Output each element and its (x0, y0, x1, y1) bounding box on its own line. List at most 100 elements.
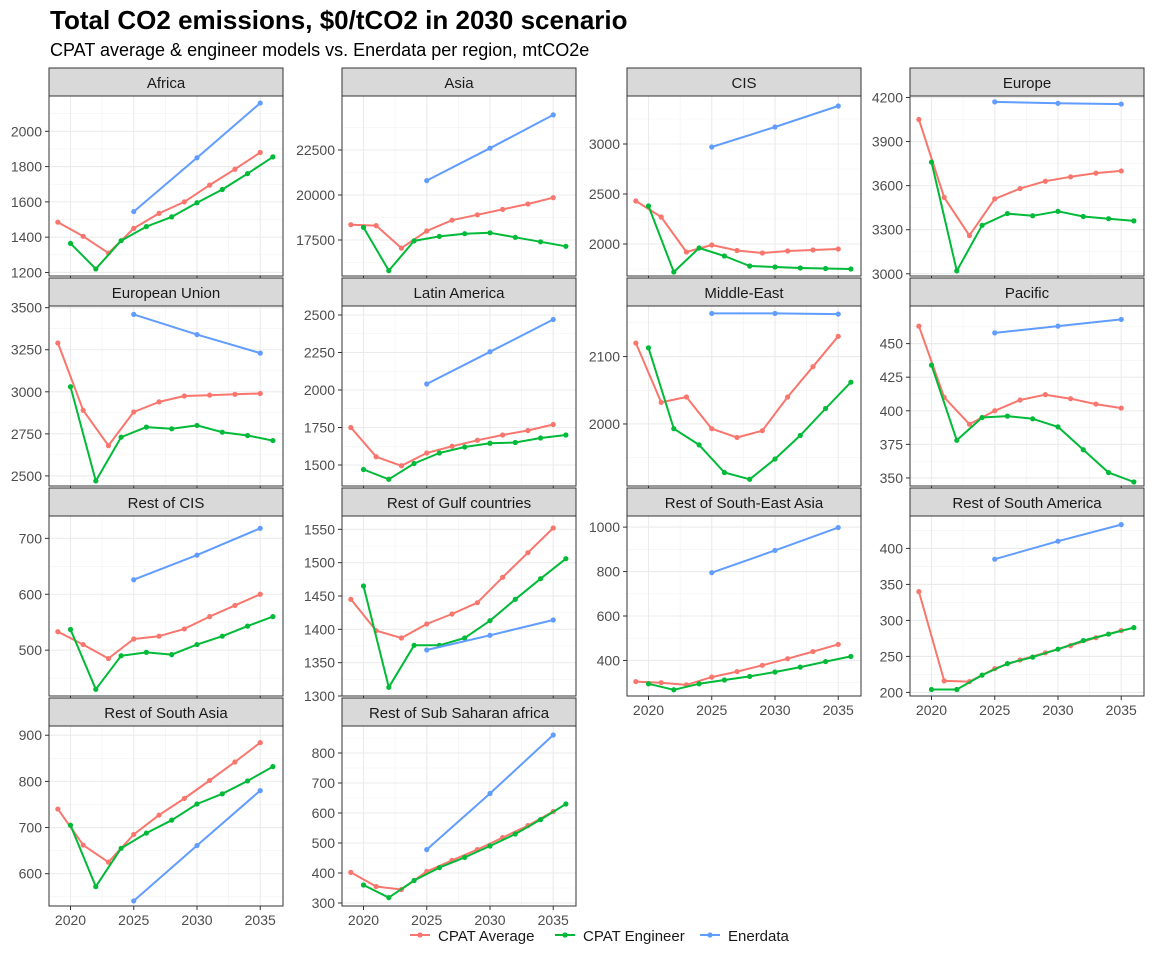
data-point (93, 686, 99, 692)
strip-label: Rest of South America (952, 495, 1102, 512)
data-point (131, 577, 137, 583)
chart-title: Total CO2 emissions, $0/tCO2 in 2030 sce… (50, 5, 628, 35)
data-point (785, 394, 791, 400)
y-tick-label: 400 (880, 403, 904, 419)
data-point (645, 203, 652, 209)
data-point (80, 842, 86, 848)
data-point (979, 414, 985, 421)
data-point (436, 450, 442, 456)
data-point (645, 345, 652, 351)
strip-background (626, 487, 862, 517)
data-point (1042, 178, 1048, 184)
data-point (525, 201, 531, 207)
y-tick-label: 2000 (11, 123, 42, 139)
data-point (1118, 405, 1124, 411)
y-tick-label: 3300 (872, 222, 903, 238)
data-point (537, 817, 544, 823)
y-tick-label: 1750 (304, 420, 335, 436)
y-tick-label: 500 (312, 835, 336, 851)
data-point (747, 263, 753, 269)
facet-panel: CIS2020202520302035200025003000 (589, 67, 862, 298)
data-point (194, 801, 200, 807)
data-point (449, 611, 455, 617)
strip-label: Rest of CIS (128, 495, 205, 512)
data-point (928, 159, 935, 165)
data-point (709, 310, 715, 317)
data-point (348, 596, 354, 602)
data-point (487, 618, 493, 624)
data-point (709, 144, 715, 150)
data-point (105, 443, 112, 449)
strip-background (909, 67, 1145, 97)
data-point (373, 223, 379, 229)
data-point (550, 316, 556, 323)
x-tick-label: 2035 (823, 702, 854, 718)
data-point (1030, 213, 1036, 219)
facet-panels: Africa 2020 2025 2030 2035 1200 1400 1600 1800 20… (11, 67, 1145, 928)
data-point (257, 525, 263, 531)
data-point (270, 154, 276, 160)
data-point (759, 662, 765, 668)
data-point (563, 243, 569, 249)
data-point (1105, 469, 1112, 476)
data-point (411, 460, 417, 467)
data-point (992, 196, 998, 202)
data-point (785, 656, 791, 662)
y-tick-label: 200 (880, 684, 904, 700)
data-point (1105, 216, 1112, 222)
data-point (244, 432, 251, 439)
strip-label: Pacific (1005, 285, 1050, 302)
data-point (219, 633, 225, 639)
data-point (1105, 631, 1112, 637)
y-tick-label: 500 (19, 642, 43, 658)
data-point (207, 182, 213, 188)
panel-border (626, 515, 862, 697)
data-point (848, 653, 854, 660)
data-point (169, 652, 175, 658)
data-point (734, 247, 740, 254)
x-tick-label: 2035 (245, 912, 276, 928)
data-point (487, 632, 493, 638)
y-tick-label: 1500 (304, 457, 335, 473)
data-point (1055, 538, 1061, 544)
data-point (257, 740, 263, 746)
data-point (194, 552, 200, 558)
data-point (979, 672, 985, 678)
panel-background (342, 306, 576, 486)
data-point (709, 426, 715, 432)
data-point (194, 155, 200, 161)
data-point (1042, 392, 1048, 398)
data-point (1004, 413, 1010, 419)
data-point (67, 822, 74, 828)
data-point (462, 231, 468, 237)
data-point (118, 653, 124, 659)
data-point (105, 859, 112, 865)
data-point (1131, 218, 1137, 224)
panel-background (910, 516, 1144, 696)
data-point (67, 384, 74, 390)
data-point (67, 240, 74, 246)
data-point (696, 442, 702, 448)
x-tick-label: 2020 (348, 912, 379, 928)
data-point (810, 364, 816, 370)
panel-border (48, 725, 284, 907)
panel-background (49, 306, 283, 486)
data-point (550, 732, 556, 738)
legend-label: Enerdata (728, 928, 790, 945)
strip-background (341, 277, 577, 307)
y-tick-label: 425 (880, 369, 904, 385)
y-tick-label: 600 (19, 866, 43, 882)
data-point (219, 429, 225, 435)
data-point (360, 882, 367, 888)
data-point (537, 239, 544, 245)
data-point (181, 393, 187, 399)
data-point (474, 212, 480, 218)
data-point (500, 574, 506, 580)
data-point (436, 865, 442, 871)
panel-border (341, 725, 577, 907)
data-point (398, 463, 405, 469)
data-point (232, 759, 238, 765)
data-point (270, 437, 276, 444)
data-point (658, 214, 664, 220)
y-tick-label: 2000 (304, 382, 335, 398)
